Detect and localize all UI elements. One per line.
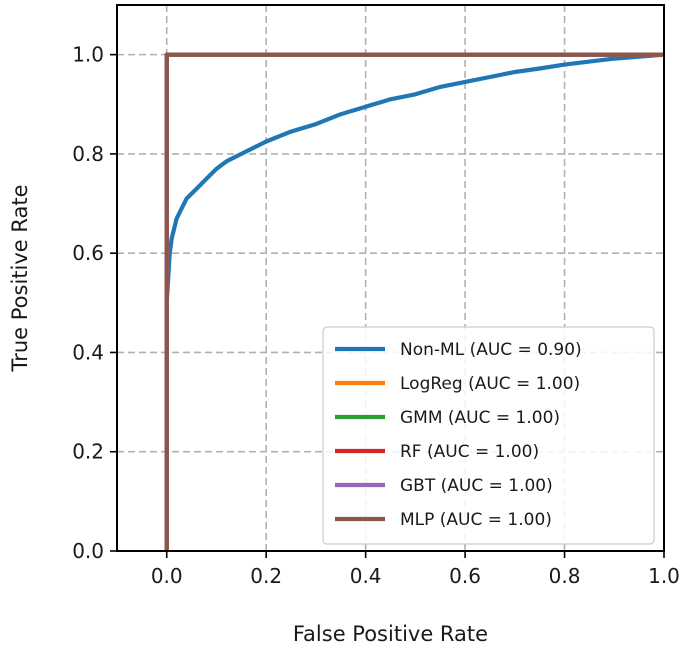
legend: Non-ML (AUC = 0.90) LogReg (AUC = 1.00) GM… — [322, 326, 655, 545]
legend-label: GMM (AUC = 1.00) — [400, 408, 560, 428]
legend-label: GBT (AUC = 1.00) — [400, 476, 553, 496]
axis-ticks: 0.0 0.2 0.4 0.6 0.8 1.0 0.0 0.2 0.4 0.6 0.8 1.0 — [72, 43, 680, 588]
legend-label: RF (AUC = 1.00) — [400, 442, 539, 462]
plot-frame — [116, 4, 665, 552]
x-tick-label: 0.2 — [250, 564, 282, 588]
x-tick-label: 1.0 — [648, 564, 680, 588]
legend-label: MLP (AUC = 1.00) — [400, 510, 552, 530]
legend-item: LogReg (AUC = 1.00) — [335, 374, 580, 394]
y-tick-label: 0.2 — [72, 440, 104, 464]
y-tick-label: 0.4 — [72, 340, 104, 364]
series-line-0 — [164, 52, 665, 551]
legend-item: RF (AUC = 1.00) — [335, 442, 539, 462]
series-line-5 — [164, 52, 664, 551]
legend-item: GMM (AUC = 1.00) — [335, 408, 560, 428]
y-axis-label: True Positive Rate — [8, 184, 32, 372]
x-tick-label: 0.0 — [151, 564, 183, 588]
y-tick-label: 0.6 — [72, 241, 104, 265]
legend-item: Non-ML (AUC = 0.90) — [335, 340, 582, 360]
y-tick-label: 0.8 — [72, 142, 104, 166]
legend-item: MLP (AUC = 1.00) — [335, 510, 552, 530]
x-axis-label: False Positive Rate — [293, 622, 488, 645]
legend-item: GBT (AUC = 1.00) — [335, 476, 553, 496]
x-tick-label: 0.4 — [350, 564, 382, 588]
legend-box — [322, 326, 655, 545]
x-tick-label: 0.8 — [549, 564, 581, 588]
y-tick-label: 1.0 — [72, 43, 104, 67]
x-tick-label: 0.6 — [449, 564, 481, 588]
legend-label: LogReg (AUC = 1.00) — [400, 374, 580, 394]
y-tick-label: 0.0 — [72, 539, 104, 563]
series-lines — [164, 52, 665, 551]
legend-label: Non-ML (AUC = 0.90) — [400, 340, 582, 360]
